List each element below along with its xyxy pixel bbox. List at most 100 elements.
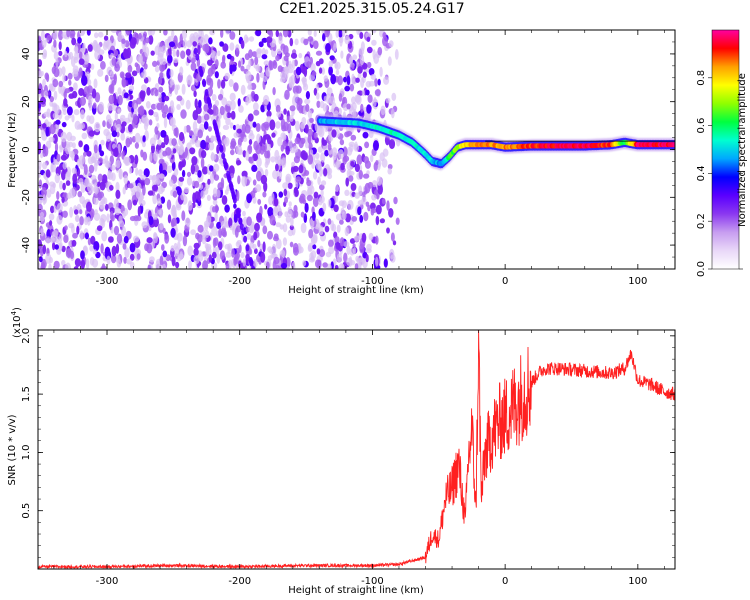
- noise-cell: [205, 215, 212, 225]
- noise-cell: [169, 118, 174, 127]
- noise-cell: [356, 154, 363, 166]
- noise-cell: [318, 249, 326, 258]
- noise-cell: [197, 191, 201, 202]
- noise-cell: [58, 80, 64, 88]
- noise-cell: [267, 230, 273, 240]
- noise-cell: [69, 250, 75, 260]
- noise-cell: [371, 30, 377, 34]
- noise-cell: [322, 202, 327, 212]
- noise-cell: [310, 149, 314, 156]
- noise-cell: [79, 196, 86, 204]
- noise-cell: [166, 199, 172, 210]
- noise-cell: [163, 104, 169, 115]
- noise-cell: [52, 133, 58, 144]
- noise-cell: [229, 122, 234, 129]
- noise-cell: [89, 245, 94, 252]
- noise-cell: [241, 175, 247, 187]
- noise-cell: [256, 72, 260, 83]
- noise-cell: [288, 60, 292, 69]
- noise-cell: [251, 51, 258, 58]
- noise-cell: [313, 132, 318, 139]
- noise-cell: [367, 94, 373, 103]
- noise-cell: [38, 119, 42, 129]
- noise-cell: [73, 266, 79, 269]
- noise-cell: [129, 242, 136, 253]
- noise-cell: [388, 40, 394, 48]
- noise-cell: [335, 213, 342, 221]
- snr-x-tick-label: 0: [502, 576, 508, 587]
- noise-cell: [287, 182, 293, 189]
- noise-cell: [311, 236, 315, 246]
- noise-cell: [336, 224, 341, 233]
- noise-cell: [342, 211, 347, 220]
- noise-cell: [138, 32, 142, 40]
- noise-cell: [66, 106, 73, 116]
- noise-cell: [159, 222, 164, 231]
- noise-cell: [375, 235, 379, 245]
- noise-cell: [248, 36, 255, 42]
- noise-cell: [163, 30, 168, 36]
- noise-cell: [322, 262, 328, 268]
- noise-cell: [317, 176, 321, 186]
- noise-cell: [208, 141, 215, 151]
- noise-cell: [244, 124, 251, 134]
- noise-cell: [318, 126, 325, 138]
- noise-cell: [266, 110, 272, 118]
- noise-cell: [127, 183, 134, 189]
- noise-cell: [246, 193, 253, 204]
- noise-cell: [265, 66, 271, 77]
- noise-cell: [148, 34, 154, 45]
- noise-cell: [291, 161, 296, 168]
- noise-cell: [233, 213, 238, 223]
- noise-cell: [241, 170, 248, 178]
- noise-cell: [283, 188, 288, 197]
- noise-cell: [336, 159, 340, 170]
- svg-text:(x104): (x104): [10, 307, 23, 338]
- noise-cell: [171, 217, 178, 227]
- noise-cell: [115, 189, 121, 199]
- noise-cell: [217, 117, 221, 128]
- noise-cell: [236, 160, 242, 166]
- noise-cell: [355, 94, 362, 105]
- noise-cell: [240, 252, 245, 259]
- noise-cell: [327, 218, 332, 225]
- noise-cell: [294, 38, 299, 46]
- noise-cell: [386, 200, 390, 211]
- noise-cell: [277, 155, 282, 166]
- noise-cell: [315, 152, 320, 160]
- noise-cell: [338, 93, 343, 102]
- noise-cell: [244, 53, 250, 61]
- noise-cell: [183, 125, 187, 134]
- noise-cell: [231, 248, 235, 258]
- noise-cell: [148, 109, 154, 116]
- noise-cell: [298, 52, 303, 59]
- noise-cell: [42, 194, 46, 206]
- noise-cell: [254, 248, 258, 255]
- noise-cell: [230, 138, 236, 149]
- noise-cell: [148, 215, 154, 226]
- noise-cell: [71, 224, 75, 234]
- spectrogram-y-tick-label: 20: [21, 95, 32, 108]
- noise-cell: [88, 103, 93, 111]
- noise-cell: [87, 44, 93, 52]
- noise-cell: [346, 103, 351, 110]
- noise-cell: [344, 189, 350, 196]
- noise-cell: [272, 169, 279, 180]
- noise-cell: [86, 85, 93, 94]
- noise-cell: [220, 79, 226, 89]
- noise-cell: [204, 89, 209, 96]
- noise-cell: [219, 41, 225, 47]
- noise-cell: [352, 54, 358, 60]
- noise-cell: [134, 142, 139, 149]
- noise-cell: [230, 187, 235, 195]
- noise-cell: [253, 102, 259, 111]
- noise-cell: [127, 199, 133, 211]
- noise-cell: [99, 181, 106, 191]
- noise-cell: [295, 120, 300, 132]
- noise-cell: [161, 162, 168, 173]
- noise-cell: [354, 163, 360, 173]
- noise-cell: [224, 204, 230, 213]
- noise-cell: [336, 253, 343, 263]
- noise-cell: [61, 121, 67, 128]
